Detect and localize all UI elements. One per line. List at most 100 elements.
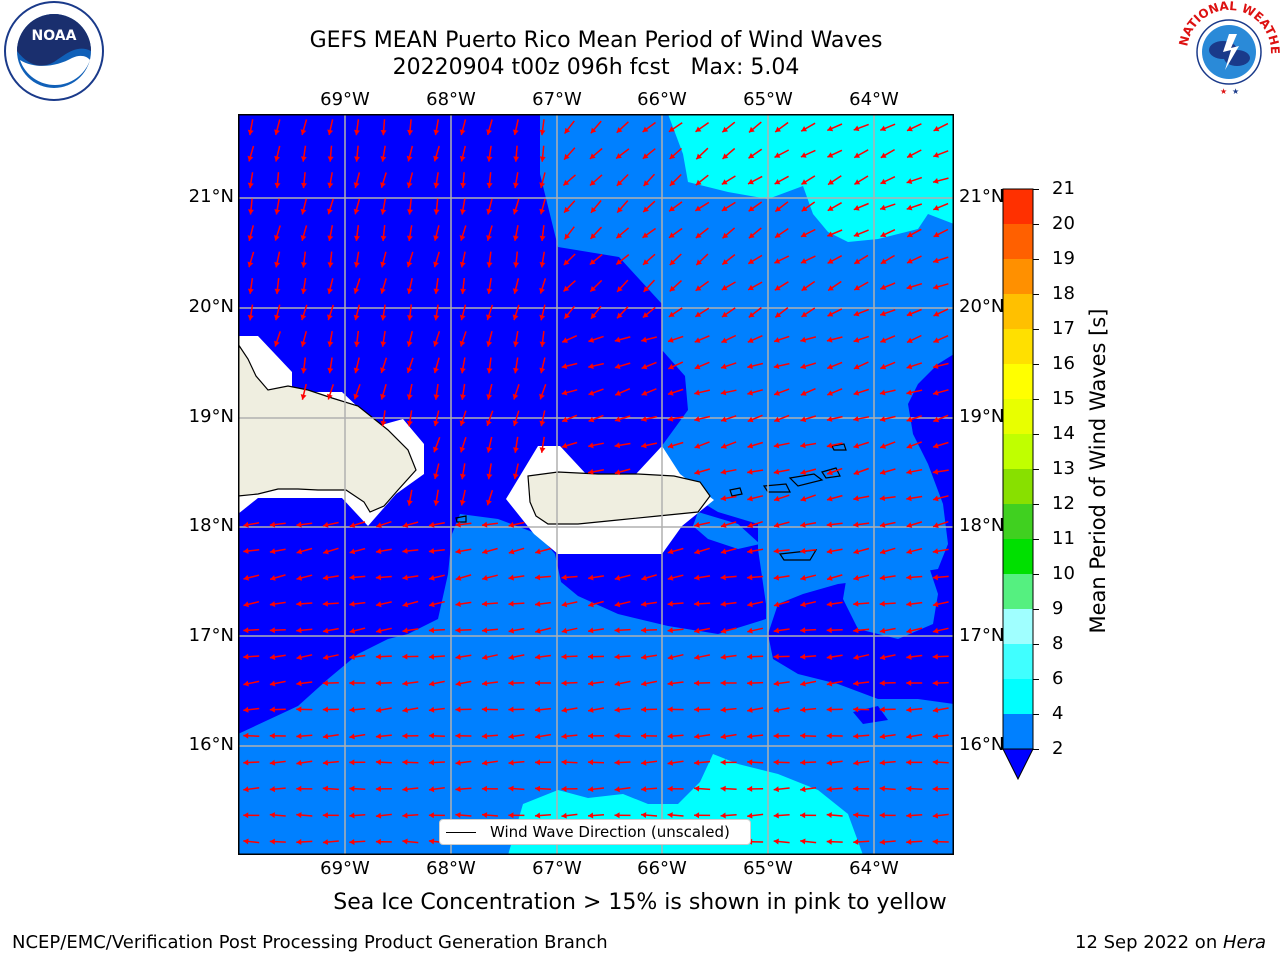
wave-arrow-head [748, 152, 755, 159]
wave-arrow-head [880, 204, 886, 211]
wave-arrow-head [561, 759, 567, 766]
wave-arrow-head [932, 468, 939, 475]
wave-arrow-head [296, 733, 302, 740]
wave-arrow-head [459, 155, 466, 162]
wave-arrow-head [721, 443, 727, 449]
wave-arrow-head [269, 812, 275, 818]
wave-arrow-head [932, 627, 939, 634]
wave-arrow-head [853, 205, 860, 211]
wave-arrow-head [800, 548, 806, 554]
wave-arrow-head [720, 759, 726, 766]
wave-arrow-head [774, 285, 781, 291]
colorbar-tick-mark [1033, 609, 1039, 610]
wave-arrow-head [455, 654, 461, 660]
wave-arrow-head [669, 153, 676, 159]
wave-arrow-head [564, 206, 570, 213]
lon-label-bottom: 67°W [532, 858, 582, 879]
wave-arrow-head [853, 812, 859, 818]
wave-arrow-head [561, 707, 568, 713]
wave-arrow-head [243, 759, 249, 766]
wave-arrow-head [722, 311, 728, 317]
lat-label-left: 18°N [188, 515, 234, 536]
wave-arrow-head [380, 288, 386, 294]
wave-arrow-head [694, 706, 700, 713]
wave-arrow-head [588, 733, 593, 739]
wave-arrow-head [406, 367, 413, 373]
wave-arrow-head [296, 600, 302, 607]
wave-arrow-head [459, 367, 466, 374]
wave-arrow-head [300, 394, 307, 400]
wave-arrow-head [667, 548, 674, 555]
wave-arrow-head [269, 732, 275, 739]
wave-arrow-head [933, 284, 939, 290]
wave-arrow-head [800, 706, 806, 713]
wave-arrow-head [513, 156, 520, 162]
wave-arrow-head [406, 288, 413, 294]
wave-arrow-head [380, 393, 386, 400]
wave-arrow-head [880, 548, 886, 555]
wave-arrow-head [614, 627, 620, 634]
wave-arrow-head [641, 336, 647, 343]
field-2-4-sw-patch [693, 512, 760, 549]
wave-arrow-head [376, 548, 382, 555]
wave-arrow-head [428, 838, 435, 845]
wave-arrow-head [906, 812, 912, 819]
wave-arrow-head [407, 209, 413, 215]
wave-arrow-head [879, 812, 885, 819]
wave-arrow-head [906, 574, 912, 581]
wave-arrow-head [933, 363, 939, 369]
lat-label-right: 20°N [959, 296, 1005, 317]
colorbar-tick-label: 16 [1052, 353, 1075, 374]
wave-arrow-head [853, 838, 859, 845]
lon-label-top: 68°W [426, 89, 476, 110]
wave-arrow-head [349, 706, 355, 713]
wave-arrow-head [296, 654, 302, 661]
wave-arrow-head [428, 732, 434, 739]
map-frame [238, 114, 954, 855]
title-line-2: 20220904 t00z 096h fcst Max: 5.04 [392, 55, 800, 80]
wave-arrow-head [459, 261, 466, 268]
wave-arrow-head [243, 732, 249, 739]
colorbar [1002, 188, 1042, 788]
wave-arrow-head [481, 785, 487, 792]
wave-arrow-head [512, 288, 519, 294]
wave-arrow-head [721, 337, 728, 343]
wave-arrow-head [508, 627, 515, 634]
wave-arrow-head [773, 363, 780, 369]
wave-arrow-head [667, 442, 674, 449]
wave-arrow-head [720, 548, 727, 555]
wave-arrow-head [380, 315, 387, 321]
wave-arrow-head [322, 706, 328, 713]
wave-arrow-head [322, 680, 328, 687]
wave-arrow-head [907, 152, 913, 158]
wave-arrow-head [300, 156, 307, 162]
wave-arrow-head [853, 363, 860, 370]
wave-arrow-head [274, 182, 281, 189]
wave-arrow-head [561, 363, 568, 369]
wave-arrow-head [880, 337, 887, 343]
wave-arrow-head [243, 680, 249, 687]
wave-arrow-head [748, 178, 754, 185]
wave-arrow-head [508, 706, 514, 713]
wave-arrow-head [801, 311, 808, 317]
wave-arrow-head [879, 600, 885, 607]
wave-arrow-head [376, 601, 382, 608]
colorbar-tick-mark [1033, 294, 1039, 295]
colorbar-tick-mark [1033, 749, 1039, 750]
wave-arrow-head [349, 785, 355, 792]
wave-arrow-head [353, 287, 360, 294]
wave-arrow-head [773, 627, 780, 634]
wave-arrow-head [616, 180, 623, 186]
wave-arrow-head [879, 495, 886, 502]
wave-arrow-head [827, 152, 834, 158]
wave-arrow-head [322, 759, 329, 766]
wave-arrow-head [588, 707, 594, 713]
colorbar-segment [1003, 434, 1033, 469]
wave-arrow-head [459, 500, 466, 506]
colorbar-segment [1003, 294, 1033, 329]
wave-arrow-head [933, 389, 939, 396]
wave-arrow-head [486, 499, 492, 506]
wave-arrow-head [353, 262, 360, 268]
wave-arrow-head [616, 232, 623, 239]
wave-arrow-head [590, 127, 597, 134]
